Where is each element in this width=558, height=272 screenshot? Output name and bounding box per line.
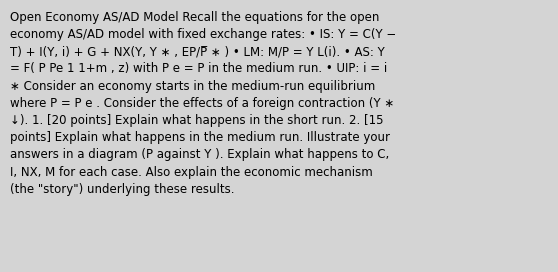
Text: Open Economy AS/AD Model Recall the equations for the open
economy AS/AD model w: Open Economy AS/AD Model Recall the equa… [10, 11, 396, 196]
